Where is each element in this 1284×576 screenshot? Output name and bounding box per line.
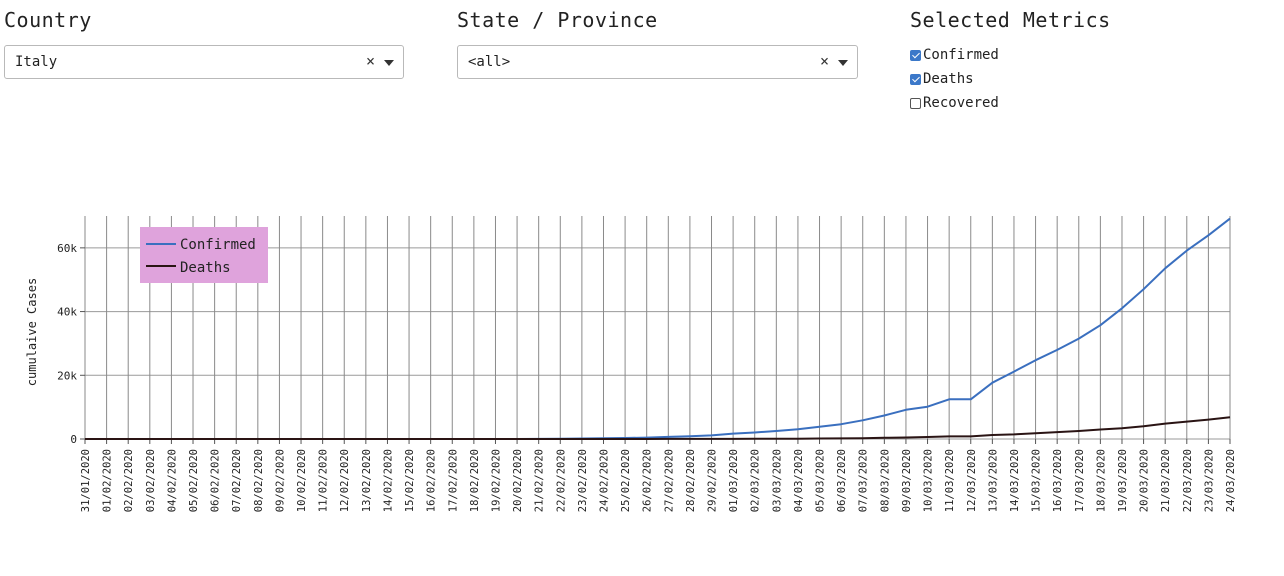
metric-recovered[interactable]: Recovered [910,93,999,113]
confirmed-checkbox[interactable] [910,49,921,61]
x-tick-label: 20/03/2020 [1139,449,1151,512]
x-tick-label: 19/03/2020 [1117,449,1129,512]
legend-background [140,227,268,283]
chart-grid [84,216,1231,440]
state-select-value: <all> [468,54,511,70]
y-tick-label: 60k [57,242,77,255]
x-tick-label: 07/02/2020 [231,449,243,512]
state-select[interactable]: <all> × [457,45,858,79]
x-tick-label: 23/03/2020 [1203,449,1215,512]
x-tick-label: 12/02/2020 [339,449,351,512]
x-tick-label: 20/02/2020 [512,449,524,512]
x-tick-label: 22/03/2020 [1182,449,1194,512]
x-tick-label: 01/02/2020 [102,449,114,512]
x-tick-label: 25/02/2020 [620,449,632,512]
x-tick-label: 14/02/2020 [382,449,394,512]
x-tick-label: 02/02/2020 [123,449,135,512]
y-axis-label: cumulaive Cases [25,278,39,386]
x-tick-label: 16/02/2020 [426,449,438,512]
x-tick-label: 21/03/2020 [1160,449,1172,512]
state-dropdown-arrow-icon[interactable] [838,60,848,66]
y-tick-label: 0 [70,433,77,446]
y-axis-ticks: 0 20k 40k 60k [57,242,85,446]
x-tick-label: 07/03/2020 [858,449,870,512]
country-select-value: Italy [15,54,58,70]
y-tick-label: 40k [57,306,77,319]
deaths-label: Deaths [923,71,974,87]
confirmed-label: Confirmed [923,47,999,63]
country-select[interactable]: Italy × [4,45,404,79]
x-tick-label: 03/02/2020 [145,449,157,512]
x-tick-label: 05/03/2020 [815,449,827,512]
x-tick-label: 11/02/2020 [318,449,330,512]
x-tick-label: 11/03/2020 [944,449,956,512]
series-line-confirmed [85,217,1231,440]
x-tick-label: 24/03/2020 [1225,449,1237,512]
y-tick-label: 20k [57,369,77,382]
deaths-checkbox[interactable] [910,73,921,85]
x-tick-label: 31/01/2020 [80,449,92,512]
x-tick-label: 16/03/2020 [1052,449,1064,512]
country-clear-icon[interactable]: × [365,52,375,70]
x-tick-label: 17/02/2020 [447,449,459,512]
x-tick-label: 08/03/2020 [879,449,891,512]
x-tick-label: 23/02/2020 [577,449,589,512]
series-line-deaths [85,416,1231,440]
x-tick-label: 05/02/2020 [188,449,200,512]
x-tick-label: 09/03/2020 [901,449,913,512]
x-tick-label: 26/02/2020 [642,449,654,512]
x-tick-label: 18/02/2020 [469,449,481,512]
chart-series [85,217,1231,440]
x-tick-label: 03/03/2020 [771,449,783,512]
country-title: Country [4,8,92,32]
x-tick-label: 24/02/2020 [598,449,610,512]
x-axis-ticks: 31/01/2020 01/02/2020 02/02/2020 03/02/2020… [80,439,1237,512]
x-tick-label: 13/03/2020 [987,449,999,512]
x-tick-label: 14/03/2020 [1009,449,1021,512]
chart-legend: Confirmed Deaths [140,227,268,283]
x-tick-label: 13/02/2020 [361,449,373,512]
metrics-title: Selected Metrics [910,8,1111,32]
x-tick-label: 15/03/2020 [1031,449,1043,512]
x-tick-label: 19/02/2020 [490,449,502,512]
x-tick-label: 17/03/2020 [1074,449,1086,512]
legend-deaths-label: Deaths [180,260,231,276]
recovered-checkbox[interactable] [910,97,921,109]
x-tick-label: 09/02/2020 [274,449,286,512]
x-tick-label: 27/02/2020 [663,449,675,512]
x-tick-label: 08/02/2020 [253,449,265,512]
state-title: State / Province [457,8,658,32]
x-tick-label: 21/02/2020 [534,449,546,512]
state-clear-icon[interactable]: × [819,52,829,70]
country-dropdown-arrow-icon[interactable] [384,60,394,66]
x-tick-label: 12/03/2020 [966,449,978,512]
x-tick-label: 28/02/2020 [685,449,697,512]
x-tick-label: 06/02/2020 [210,449,222,512]
x-tick-label: 10/03/2020 [923,449,935,512]
x-tick-label: 18/03/2020 [1095,449,1107,512]
metric-deaths[interactable]: Deaths [910,69,974,89]
x-tick-label: 04/03/2020 [793,449,805,512]
x-tick-label: 04/02/2020 [166,449,178,512]
x-tick-label: 01/03/2020 [728,449,740,512]
x-tick-label: 15/02/2020 [404,449,416,512]
x-tick-label: 29/02/2020 [707,449,719,512]
x-tick-label: 10/02/2020 [296,449,308,512]
recovered-label: Recovered [923,95,999,111]
x-tick-label: 22/02/2020 [555,449,567,512]
x-tick-label: 02/03/2020 [750,449,762,512]
metric-confirmed[interactable]: Confirmed [910,45,999,65]
x-tick-label: 06/03/2020 [836,449,848,512]
legend-confirmed-label: Confirmed [180,237,256,253]
